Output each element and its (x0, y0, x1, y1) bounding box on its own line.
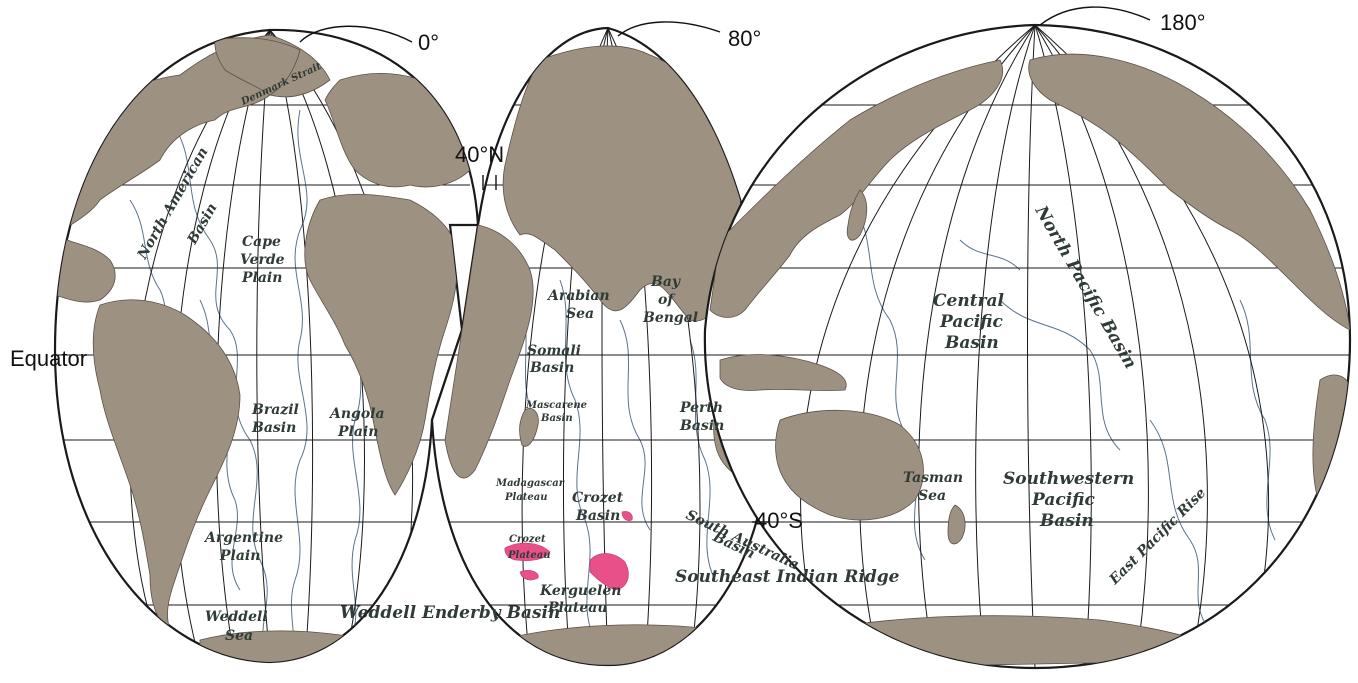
bathymetry-contour (289, 109, 308, 661)
label-argentine-1: Argentine (203, 530, 283, 546)
label-weddell-enderby: Weddell Enderby Basin (340, 603, 560, 623)
equator-label: Equator (10, 346, 87, 371)
graticule-line (256, 29, 271, 662)
label-argentine-2: Plain (219, 548, 260, 564)
meridian-0-label: 0° (418, 30, 439, 55)
land-north-america-east (55, 234, 116, 303)
label-bengal-2: of (658, 292, 676, 308)
highlight-crozet-basin (621, 511, 633, 521)
label-somali-2: Basin (529, 360, 574, 376)
arrow-0 (299, 25, 413, 43)
graticule-line (975, 25, 1036, 668)
bathymetry-contour (1239, 299, 1276, 541)
bathymetry-contour (689, 339, 716, 581)
atlantic-lobe (53, 28, 480, 664)
label-madagascar-2: Plateau (504, 492, 548, 503)
graticule-line (1034, 25, 1092, 668)
graticule-line (1027, 25, 1036, 668)
label-cape-verde-1: Cape (242, 234, 281, 250)
land-africa (304, 193, 458, 496)
label-angola-2: Plain (337, 424, 378, 440)
label-perth-1: Perth (679, 400, 723, 416)
label-sw-pacific-2: Pacific (1031, 490, 1096, 510)
bathymetry-contour (999, 299, 1121, 451)
arrow-80 (617, 21, 721, 37)
label-central-pacific-1: Central (933, 291, 1005, 311)
bathymetry-contour (959, 239, 1021, 271)
label-crozet-plateau-1: Crozet (509, 534, 546, 545)
land-north-america-west (1028, 53, 1350, 331)
label-sw-pacific-3: Basin (1039, 511, 1094, 531)
graticule-line (917, 25, 1036, 668)
arrow-180 (1039, 6, 1151, 26)
label-cape-verde-3: Plain (241, 270, 282, 286)
label-mascarene-2: Basin (540, 413, 573, 424)
highlight-kerguelen (589, 553, 629, 591)
label-central-pacific-2: Pacific (939, 312, 1004, 332)
label-madagascar-1: Madagascar (495, 478, 565, 489)
label-bengal-1: Bay (650, 274, 681, 290)
label-weddell-2: Sea (225, 628, 253, 644)
label-tasman-2: Sea (918, 488, 946, 504)
graticule-line (859, 25, 1036, 668)
latitude-40s-label: 40°S (755, 508, 803, 533)
land-australia (775, 409, 924, 521)
highlight-crozet-plateau (504, 542, 551, 562)
meridian-80-label: 80° (728, 26, 761, 51)
label-cape-verde-2: Verde (240, 252, 285, 268)
bathymetry-contour (559, 279, 596, 641)
label-arabian-2: Sea (566, 306, 594, 322)
label-angola-1: Angola (328, 406, 385, 422)
label-tasman-1: Tasman (903, 470, 963, 486)
land-new-zealand (947, 504, 966, 545)
label-mascarene-1: Mascarene (525, 400, 587, 411)
land-south-america (92, 299, 241, 631)
land-greenland (214, 37, 301, 96)
label-kerguelen-1: Kerguelen (539, 583, 621, 599)
land-indonesia (719, 354, 847, 391)
label-arabian-1: Arabian (546, 288, 610, 304)
land-africa-east (444, 224, 534, 479)
pacific-lobe (703, 23, 1352, 670)
meridian-180-label: 180° (1160, 10, 1206, 35)
land-madagascar (519, 408, 539, 447)
highlight-crozet-small (519, 570, 539, 581)
indian-lobe (430, 26, 772, 667)
label-se-indian-ridge: Southeast Indian Ridge (675, 567, 900, 587)
label-crozet-plateau-2: Plateau (507, 550, 551, 561)
label-crozet-basin-2: Basin (575, 508, 620, 524)
label-somali-1: Somali (527, 343, 581, 359)
label-sw-pacific-1: Southwestern (1003, 469, 1134, 489)
tick-40n (482, 175, 497, 190)
label-brazil-1: Brazil (251, 402, 299, 418)
label-weddell-1: Weddell (205, 609, 268, 625)
bathymetry-contour (1149, 419, 1211, 631)
label-central-pacific-3: Basin (944, 333, 999, 353)
label-brazil-2: Basin (251, 420, 296, 436)
land-asia-east (709, 59, 1003, 318)
land-japan (846, 189, 868, 241)
label-crozet-basin-1: Crozet (572, 490, 624, 506)
label-kerguelen-2: Plateau (547, 600, 608, 616)
label-perth-2: Basin (679, 418, 724, 434)
graticule-line (269, 29, 314, 662)
label-bengal-3: Bengal (642, 310, 698, 326)
latitude-40n-label: 40°N (455, 142, 504, 167)
